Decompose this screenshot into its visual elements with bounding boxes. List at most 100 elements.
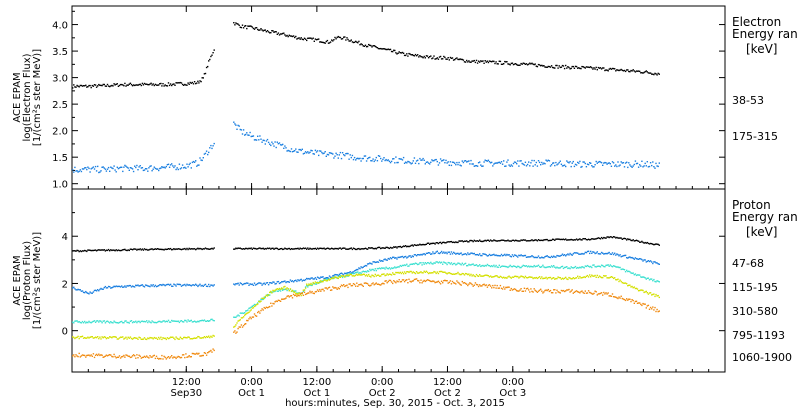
proton-data-point <box>271 282 273 284</box>
proton-data-point <box>201 354 203 357</box>
proton-data-point <box>181 248 184 250</box>
proton-data-point <box>100 338 102 340</box>
proton-data-point <box>88 354 90 356</box>
electron-data-point <box>375 156 377 159</box>
proton-data-point <box>147 321 149 324</box>
electron-data-point <box>619 69 621 71</box>
proton-data-point <box>495 264 497 267</box>
proton-data-point <box>475 283 478 286</box>
electron-data-point <box>617 161 619 163</box>
electron-data-point <box>581 165 583 168</box>
electron-data-point <box>347 152 349 155</box>
electron-data-point <box>565 165 567 168</box>
electron-data-point <box>316 38 319 41</box>
electron-data-point <box>392 50 394 53</box>
proton-data-point <box>417 254 419 256</box>
proton-data-point <box>405 245 407 247</box>
proton-data-point <box>109 286 111 288</box>
proton-data-point <box>610 265 613 267</box>
proton-data-point <box>356 271 358 273</box>
electron-data-point <box>589 66 591 69</box>
proton-data-point <box>340 275 343 277</box>
electron-data-point <box>558 161 560 164</box>
proton-data-point <box>123 354 125 357</box>
proton-data-point <box>561 253 564 255</box>
proton-data-point <box>611 276 614 278</box>
electron-data-point <box>584 67 586 69</box>
proton-data-point <box>420 262 422 264</box>
proton-data-point <box>581 290 583 292</box>
proton-data-point <box>359 248 361 251</box>
proton-data-point <box>355 269 357 271</box>
proton-data-point <box>355 248 357 251</box>
proton-data-point <box>484 264 486 267</box>
electron-data-point <box>439 55 442 58</box>
electron-data-point <box>621 69 623 71</box>
proton-data-point <box>609 264 611 266</box>
proton-ytick-label: 2 <box>62 279 68 290</box>
proton-data-point <box>199 283 201 285</box>
proton-data-point <box>334 273 336 276</box>
proton-data-point <box>467 252 469 254</box>
proton-data-point <box>586 250 589 253</box>
proton-data-point <box>323 290 325 292</box>
proton-data-point <box>295 292 297 295</box>
electron-data-point <box>574 65 577 68</box>
electron-data-point <box>261 29 263 31</box>
electron-data-point <box>153 84 155 87</box>
proton-data-point <box>311 290 313 293</box>
proton-data-point <box>603 253 605 255</box>
proton-data-point <box>449 241 452 243</box>
electron-data-point <box>352 41 355 44</box>
proton-data-point <box>253 303 256 306</box>
proton-data-point <box>512 288 515 291</box>
electron-data-point <box>125 165 127 167</box>
proton-data-point <box>554 256 556 258</box>
proton-data-point <box>443 271 445 273</box>
proton-data-point <box>467 241 469 243</box>
electron-data-point <box>547 159 549 161</box>
proton-data-point <box>320 280 322 282</box>
proton-data-point <box>336 288 338 290</box>
proton-data-point <box>449 280 452 282</box>
proton-data-point <box>193 337 196 339</box>
proton-data-point <box>628 238 630 241</box>
proton-data-point <box>427 262 430 264</box>
proton-data-point <box>533 264 535 267</box>
proton-data-point <box>536 291 539 293</box>
proton-data-point <box>316 247 319 249</box>
proton-data-point <box>137 320 139 323</box>
electron-data-point <box>523 62 526 65</box>
proton-data-point <box>491 240 493 242</box>
proton-data-point <box>180 320 183 322</box>
proton-data-point <box>314 283 317 285</box>
electron-data-point <box>267 141 270 144</box>
proton-data-point <box>119 249 122 252</box>
proton-data-point <box>126 249 128 252</box>
proton-data-point <box>642 302 644 305</box>
electron-data-point <box>567 66 569 68</box>
electron-data-point <box>394 49 396 52</box>
proton-data-point <box>210 335 212 337</box>
proton-data-point <box>530 265 532 267</box>
electron-data-point <box>109 85 111 88</box>
proton-data-point <box>315 278 318 280</box>
proton-data-point <box>177 355 179 358</box>
proton-data-point <box>466 283 468 285</box>
proton-data-point <box>327 278 330 281</box>
proton-data-point <box>105 354 108 356</box>
proton-data-point <box>161 248 163 251</box>
proton-data-point <box>267 306 270 308</box>
proton-data-point <box>360 248 362 250</box>
electron-data-point <box>617 69 619 71</box>
proton-data-point <box>78 250 80 253</box>
proton-data-point <box>210 284 212 286</box>
electron-data-point <box>429 56 431 58</box>
electron-data-point <box>334 36 336 39</box>
proton-data-point <box>156 338 159 340</box>
proton-data-point <box>333 287 335 289</box>
proton-data-point <box>345 272 347 275</box>
proton-data-point <box>632 257 634 259</box>
proton-data-point <box>327 247 330 250</box>
proton-data-point <box>561 238 564 241</box>
